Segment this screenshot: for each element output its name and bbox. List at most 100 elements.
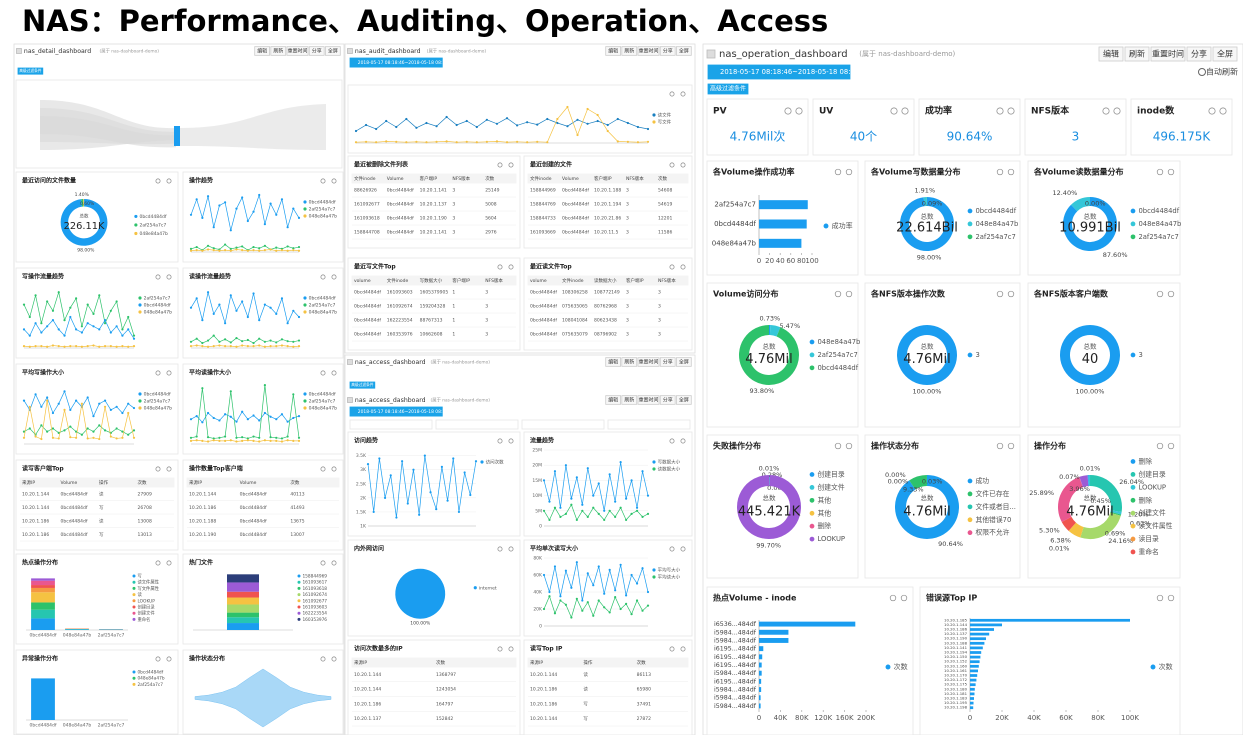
button-label[interactable]: 编辑 (608, 48, 618, 55)
point (229, 247, 232, 250)
button[interactable] (1124, 46, 1150, 62)
legend-swatch (809, 510, 815, 516)
point (246, 249, 249, 252)
filter-label[interactable]: 高级过滤条件 (19, 68, 42, 73)
button[interactable] (1212, 46, 1238, 62)
button[interactable] (637, 395, 660, 405)
button-label[interactable]: 刷新 (624, 397, 634, 404)
point (263, 223, 266, 226)
filter-label[interactable]: 高级过滤条件 (710, 85, 746, 93)
point (445, 115, 448, 119)
point (69, 306, 72, 309)
button-label[interactable]: 分享 (663, 397, 673, 404)
date-range[interactable]: 2018-05-17 08:18:46~2018-05-18 08:33:46 (358, 60, 455, 66)
button[interactable] (659, 395, 676, 405)
button-label[interactable]: 分享 (663, 359, 673, 366)
point (212, 416, 215, 420)
point (246, 418, 249, 421)
button-label[interactable]: 刷新 (624, 48, 634, 55)
button-label[interactable]: 分享 (1191, 49, 1207, 59)
filter-label[interactable]: 高级过滤条件 (351, 382, 374, 387)
filter-button[interactable] (349, 381, 376, 389)
point (235, 309, 238, 312)
button-label[interactable]: 编辑 (608, 397, 618, 404)
date-range[interactable]: 2018-05-17 08:18:46~2018-05-18 08:33:46 (720, 68, 870, 76)
button[interactable] (1098, 46, 1124, 62)
date-picker[interactable] (349, 57, 443, 68)
point (218, 344, 221, 347)
y-tick-label: 048e84a47b (712, 239, 757, 247)
button-label[interactable]: 全屏 (1217, 49, 1233, 59)
panel (864, 282, 1021, 428)
cell: 0bcd4484df (387, 188, 414, 194)
point (229, 229, 232, 232)
bar (970, 687, 975, 691)
filter-button[interactable] (17, 67, 44, 75)
button-label[interactable]: 编辑 (1103, 49, 1119, 59)
y-tick-label: 0 (539, 624, 542, 630)
button[interactable] (270, 46, 287, 56)
button[interactable] (621, 46, 638, 56)
legend-label: 其他错误70 (975, 515, 1011, 524)
point (516, 140, 519, 143)
filter-button[interactable] (707, 83, 749, 95)
auto-refresh[interactable]: 自动刷新 (1206, 67, 1238, 77)
button-label[interactable]: 分享 (312, 48, 322, 55)
point (570, 503, 573, 506)
button[interactable] (286, 46, 309, 56)
button[interactable] (637, 46, 660, 56)
info-icon (331, 656, 337, 662)
point (630, 573, 633, 577)
button[interactable] (1186, 46, 1212, 62)
page-title: NAS：Performance、Auditing、Operation、Acces… (22, 4, 828, 38)
point (80, 331, 83, 334)
button-label[interactable]: 分享 (663, 48, 673, 55)
button-label[interactable]: 全屏 (679, 359, 689, 366)
button[interactable] (676, 357, 692, 367)
date-picker[interactable] (707, 64, 851, 80)
button[interactable] (676, 46, 692, 56)
point (115, 437, 118, 440)
button-label[interactable]: 刷新 (624, 359, 634, 366)
button[interactable] (637, 357, 660, 367)
point (641, 609, 644, 612)
point (292, 249, 295, 252)
date-range[interactable]: 2018-05-17 08:18:46~2018-05-18 08:33:46 (358, 409, 455, 415)
button-label[interactable]: 重置时间 (639, 359, 659, 366)
legend-swatch (652, 575, 656, 579)
button-label[interactable]: 全屏 (328, 48, 338, 55)
button-label[interactable]: 重置时间 (639, 48, 659, 55)
button-label[interactable]: 刷新 (1129, 49, 1145, 59)
refresh-icon[interactable] (1198, 68, 1206, 76)
button-label[interactable]: 重置时间 (639, 397, 659, 404)
button[interactable] (324, 46, 341, 56)
cell: 13675 (290, 518, 304, 524)
donut-slice (60, 199, 108, 246)
column-header: Volume (562, 176, 579, 182)
button[interactable] (621, 395, 638, 405)
button[interactable] (659, 46, 676, 56)
point (625, 594, 628, 597)
button[interactable] (605, 395, 621, 405)
button[interactable] (659, 357, 676, 367)
button[interactable] (1150, 46, 1186, 62)
button-label[interactable]: 重置时间 (1152, 49, 1184, 59)
button-label[interactable]: 全屏 (679, 48, 689, 55)
point (212, 437, 215, 440)
button-label[interactable]: 编辑 (257, 48, 267, 55)
button[interactable] (605, 46, 621, 56)
button[interactable] (676, 395, 692, 405)
info-icon (1167, 290, 1175, 298)
date-picker[interactable] (349, 406, 443, 417)
button[interactable] (308, 46, 325, 56)
button-label[interactable]: 编辑 (608, 359, 618, 366)
button[interactable] (621, 357, 638, 367)
button-label[interactable]: 重置时间 (288, 48, 308, 55)
button-label[interactable]: 全屏 (679, 397, 689, 404)
column-header: 写数据大小 (420, 277, 443, 284)
button-label[interactable]: 刷新 (273, 48, 283, 55)
button[interactable] (254, 46, 271, 56)
point (229, 249, 232, 252)
point (263, 345, 266, 348)
button[interactable] (605, 357, 621, 367)
